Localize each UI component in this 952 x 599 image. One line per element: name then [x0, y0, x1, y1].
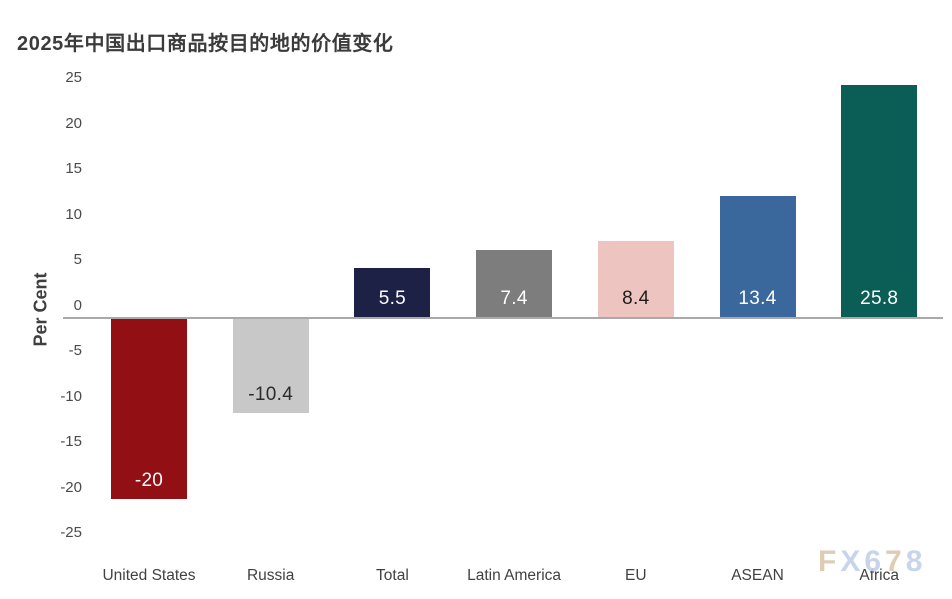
category-label: Latin America [467, 567, 562, 584]
watermark: FX678 [818, 545, 926, 579]
bar-value-label: 25.8 [860, 287, 899, 309]
bar: -10.4 [232, 319, 309, 413]
y-tick-label: 10 [65, 205, 82, 223]
watermark-letter: 6 [864, 545, 886, 578]
category-label: ASEAN [731, 567, 784, 584]
category-label: United States [102, 567, 196, 584]
y-tick-label: 0 [73, 296, 82, 314]
y-tick-label: -20 [60, 478, 82, 496]
zero-axis-line [63, 317, 943, 319]
y-tick-label: -25 [60, 524, 82, 541]
y-tick-label: -5 [68, 342, 82, 359]
bar-value-label: 7.4 [500, 287, 528, 309]
y-tick-label: 25 [65, 69, 82, 86]
category-label: Total [376, 567, 409, 584]
bar: 25.8 [841, 84, 918, 317]
bar: 8.4 [597, 241, 674, 317]
y-tick-label: 5 [73, 251, 82, 268]
category-label: EU [625, 567, 647, 584]
bar-value-label: 13.4 [738, 287, 777, 309]
bar: -20 [111, 319, 187, 499]
bar-value-label: -10.4 [248, 383, 294, 405]
chart-title: 2025年中国出口商品按目的地的价值变化 [17, 33, 394, 55]
y-tick-label: -15 [60, 433, 82, 450]
bar: 7.4 [476, 250, 553, 317]
bar: 5.5 [354, 267, 431, 317]
category-label: Africa [859, 567, 899, 584]
watermark-letter: 8 [905, 545, 927, 578]
bar-value-label: 8.4 [622, 287, 650, 309]
y-tick-label: 20 [65, 114, 82, 132]
y-tick-label: 15 [65, 160, 82, 177]
watermark-letter: F [818, 545, 841, 578]
category-label: Russia [246, 567, 295, 584]
bar-value-label: 5.5 [378, 288, 407, 309]
watermark-letter: X [840, 545, 865, 578]
y-tick-label: -10 [60, 387, 82, 405]
bar-value-label: -20 [134, 470, 164, 491]
watermark-letter: 7 [885, 545, 906, 578]
bar: 13.4 [719, 196, 796, 317]
